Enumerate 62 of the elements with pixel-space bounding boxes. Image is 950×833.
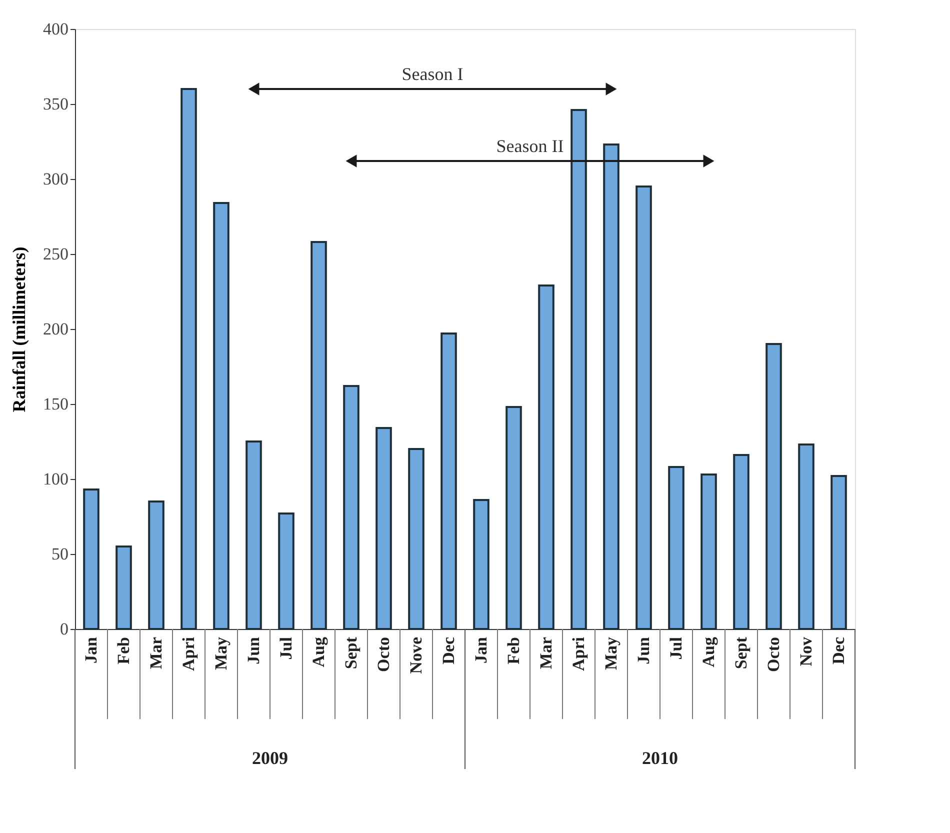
series-label: Season I	[402, 64, 464, 84]
bar	[766, 343, 782, 630]
bar	[830, 475, 847, 630]
x-tick-label: Aug	[698, 636, 718, 668]
x-tick-label: Dec	[438, 636, 458, 664]
bar	[376, 427, 392, 630]
y-tick-label: 200	[43, 320, 68, 338]
x-tick-label: Feb	[114, 637, 133, 664]
x-tick-label: Jul	[666, 636, 686, 660]
x-tick-label: Octo	[374, 637, 393, 672]
bar	[636, 186, 652, 630]
bar	[733, 454, 750, 630]
y-tick-label: 50	[52, 544, 68, 564]
series-label: Season II	[496, 136, 564, 156]
y-tick-label: 250	[43, 244, 68, 264]
x-tick-label: Mar	[146, 636, 166, 670]
y-tick-label: 0	[60, 620, 68, 638]
bar	[408, 448, 424, 630]
x-tick-label: Feb	[504, 637, 523, 664]
bar	[83, 488, 100, 630]
bar	[116, 546, 132, 630]
bar	[506, 406, 522, 630]
x-tick-label: Nove	[406, 636, 426, 674]
x-tick-label: Dec	[828, 636, 848, 664]
x-tick-label: Jul	[276, 636, 296, 660]
x-tick-label: Aug	[308, 636, 328, 668]
x-tick-label: Jan	[471, 636, 490, 664]
bar	[473, 499, 490, 630]
bar	[180, 88, 197, 630]
bar	[343, 385, 360, 630]
x-tick-label: Jan	[81, 636, 100, 664]
bar	[798, 444, 814, 630]
text: 2010	[642, 748, 678, 768]
x-tick-label: Nov	[796, 636, 816, 666]
x-tick-label: Sept	[731, 636, 750, 670]
bar	[310, 241, 327, 630]
bar	[278, 512, 294, 630]
x-tick-label: Jun	[244, 636, 263, 664]
x-tick-label: Mar	[536, 636, 556, 670]
bar	[213, 202, 230, 630]
y-tick-label: 100	[43, 470, 68, 488]
y-axis-title: Rainfall (millimeters)	[9, 246, 29, 412]
y-tick-label: 300	[43, 170, 68, 188]
x-tick-label: Apri	[568, 636, 588, 671]
bar	[148, 500, 164, 630]
bar	[538, 284, 554, 630]
x-tick-label: Sept	[341, 636, 360, 670]
x-tick-label: Jun	[634, 636, 653, 664]
bar	[440, 332, 457, 630]
bar	[246, 440, 262, 630]
bar	[700, 474, 717, 630]
text: 2009	[252, 748, 288, 768]
x-tick-label: Octo	[764, 637, 783, 672]
bar	[668, 466, 684, 630]
x-tick-label: Apri	[178, 636, 198, 671]
x-tick-label: May	[211, 636, 230, 670]
x-tick-label: May	[601, 636, 620, 670]
y-tick-label: 350	[43, 94, 68, 114]
y-tick-label: 150	[43, 394, 68, 414]
y-tick-label: 400	[43, 20, 68, 38]
bar	[603, 144, 620, 630]
bar	[570, 109, 587, 630]
